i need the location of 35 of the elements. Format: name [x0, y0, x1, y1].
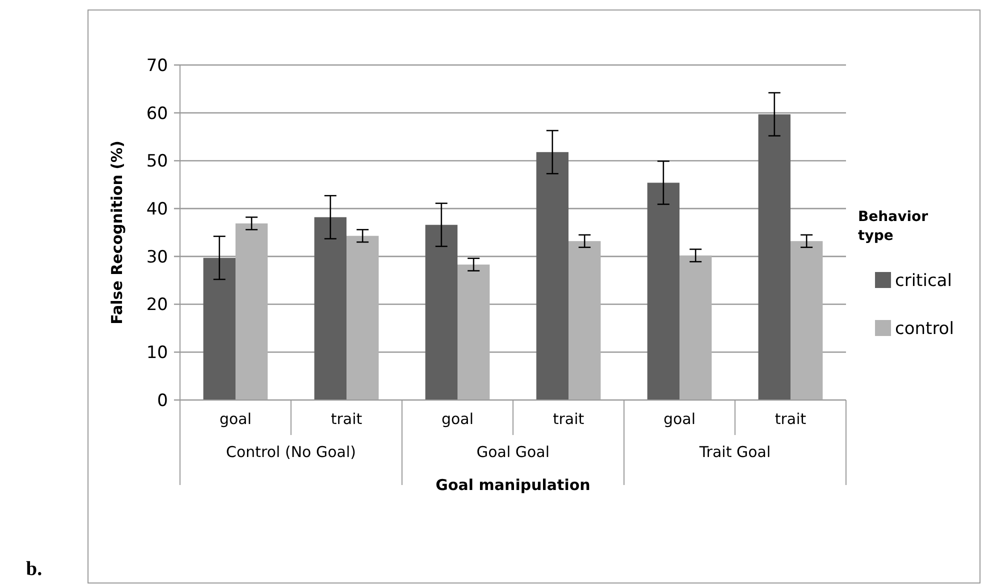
bar — [203, 258, 236, 400]
y-tick-label: 0 — [157, 390, 168, 411]
y-tick-label: 20 — [146, 295, 168, 316]
text: b. — [26, 558, 42, 580]
legend-title: Behavior type — [858, 209, 928, 244]
text: Control (No Goal) — [226, 443, 356, 461]
x-tick-label: goal — [219, 410, 252, 428]
y-tick-label: 60 — [146, 104, 168, 124]
bar — [680, 255, 712, 400]
bar — [758, 114, 790, 400]
y-axis-title: False Recognition (%) — [108, 140, 126, 324]
x-tick-label: trait — [774, 410, 806, 428]
y-tick-label: 10 — [146, 343, 168, 364]
bar — [647, 182, 680, 400]
y-tick-label: 50 — [146, 152, 168, 172]
y-tick-label: 30 — [146, 247, 168, 268]
y-tick-label: 40 — [146, 200, 168, 220]
bar — [536, 152, 568, 400]
x-tick-label: trait — [552, 410, 584, 428]
y-tick-label: 70 — [146, 56, 168, 76]
bar — [568, 241, 601, 400]
x-tick-label: goal — [663, 410, 696, 428]
text: Trait Goal — [698, 443, 771, 461]
x-tick-label: trait — [330, 410, 362, 428]
bar — [236, 223, 268, 400]
bar — [314, 217, 346, 400]
x-tick-label: goal — [441, 410, 474, 428]
legend-label: control — [895, 318, 954, 339]
x-axis-title: Goal manipulation — [436, 476, 590, 494]
legend-label: critical — [895, 270, 952, 291]
bar — [425, 224, 458, 400]
text: Goal Goal — [476, 443, 550, 461]
bar — [458, 264, 490, 400]
bar — [346, 236, 379, 400]
bar — [790, 241, 823, 400]
